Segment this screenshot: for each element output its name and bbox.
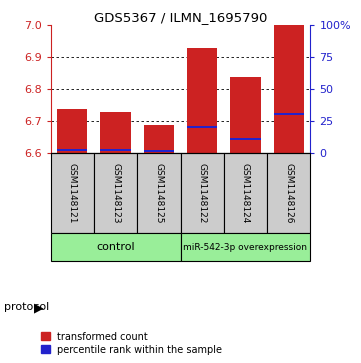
Text: ▶: ▶ — [34, 301, 44, 314]
Title: GDS5367 / ILMN_1695790: GDS5367 / ILMN_1695790 — [94, 11, 267, 24]
Bar — [100, 112, 131, 153]
Bar — [94, 153, 137, 233]
Bar — [57, 109, 87, 153]
Bar — [230, 138, 261, 140]
Bar — [180, 153, 224, 233]
Bar — [230, 77, 261, 153]
Text: GSM1148121: GSM1148121 — [68, 163, 77, 223]
Bar — [274, 113, 304, 115]
Bar — [100, 149, 131, 151]
Bar — [187, 126, 217, 128]
Bar — [144, 125, 174, 153]
Bar — [51, 233, 180, 261]
Text: GSM1148122: GSM1148122 — [198, 163, 206, 223]
Bar — [224, 153, 267, 233]
Legend: transformed count, percentile rank within the sample: transformed count, percentile rank withi… — [41, 331, 222, 355]
Bar — [187, 48, 217, 153]
Bar — [274, 25, 304, 153]
Text: control: control — [96, 242, 135, 252]
Text: GSM1148126: GSM1148126 — [284, 163, 293, 223]
Bar — [267, 153, 310, 233]
Bar — [144, 150, 174, 152]
Bar — [180, 233, 310, 261]
Text: GSM1148124: GSM1148124 — [241, 163, 250, 223]
Text: miR-542-3p overexpression: miR-542-3p overexpression — [183, 242, 308, 252]
Text: GSM1148125: GSM1148125 — [155, 163, 163, 223]
Bar — [51, 153, 94, 233]
Bar — [137, 153, 180, 233]
Text: GSM1148123: GSM1148123 — [111, 163, 120, 223]
Bar — [57, 149, 87, 151]
Text: protocol: protocol — [4, 302, 49, 312]
